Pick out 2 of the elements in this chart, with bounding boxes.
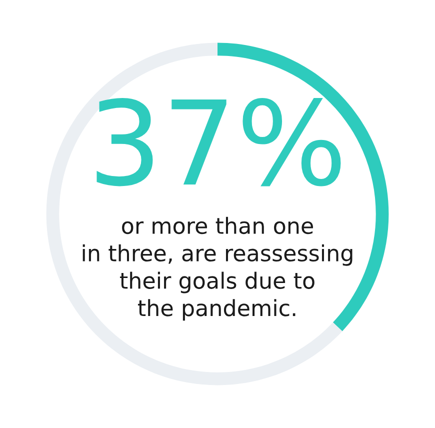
text: or more than one in three, are reassessing their goals due to the pandemic. <box>82 216 352 321</box>
data-label: 37% <box>96 98 341 186</box>
